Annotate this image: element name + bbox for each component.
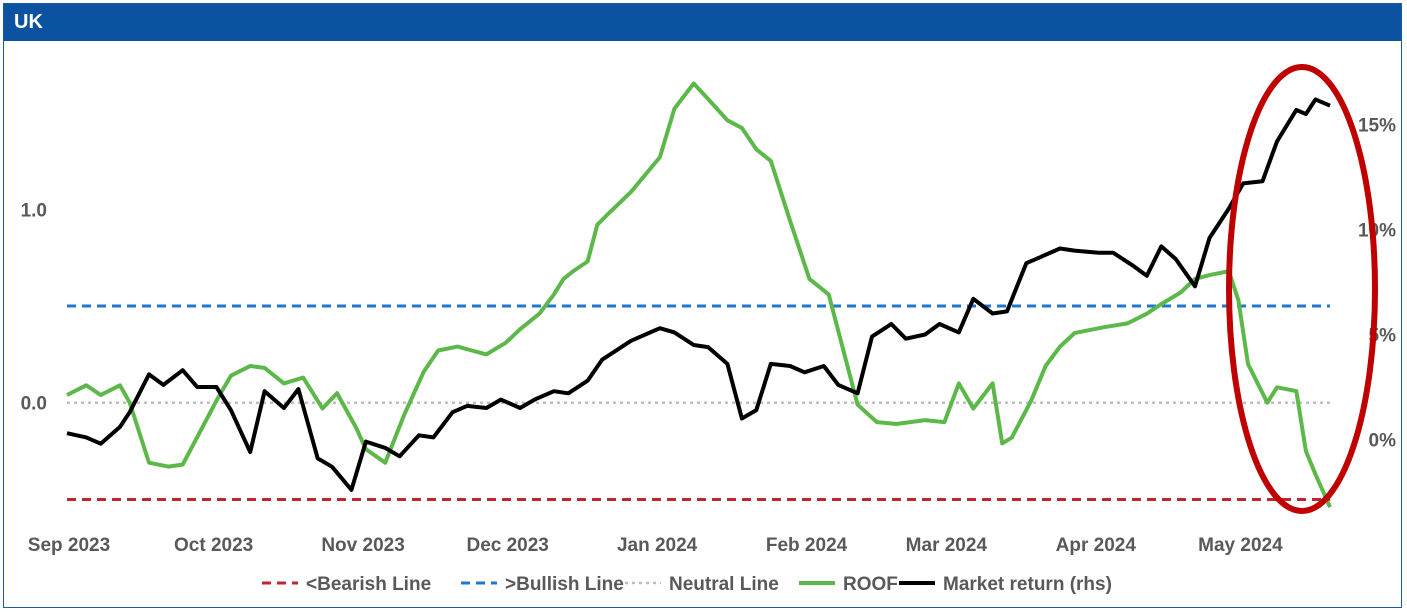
x-tick-label: Sep 2023 — [28, 535, 110, 556]
x-axis: Sep 2023 Oct 2023 Nov 2023 Dec 2023 Jan 2024… — [28, 535, 1283, 556]
x-tick-label: Apr 2024 — [1056, 535, 1137, 556]
legend-neutral-label: Neutral Line — [669, 574, 779, 595]
x-tick-label: May 2024 — [1198, 535, 1283, 556]
plot-area — [66, 81, 1332, 509]
legend-roof-label: ROOF — [843, 574, 898, 595]
roof-line — [66, 81, 1332, 509]
market-return-line — [66, 97, 1331, 492]
title-bar: UK — [4, 4, 1401, 41]
right-tick-label: 0% — [1369, 431, 1397, 452]
left-tick-label: 0.0 — [21, 394, 47, 415]
legend-bullish-label: >Bullish Line — [505, 574, 624, 595]
left-axis: 0.0 1.0 — [21, 200, 47, 414]
x-tick-label: Jan 2024 — [617, 535, 698, 556]
legend: <Bearish Line >Bullish Line Neutral Line RO… — [262, 574, 1112, 595]
chart-title: UK — [14, 11, 43, 33]
x-tick-label: Mar 2024 — [906, 535, 988, 556]
highlight-ellipse — [1226, 64, 1378, 514]
left-tick-label: 1.0 — [21, 200, 47, 221]
x-tick-label: Oct 2023 — [174, 535, 253, 556]
legend-bearish-label: <Bearish Line — [306, 574, 431, 595]
x-tick-label: Dec 2023 — [466, 535, 548, 556]
right-tick-label: 10% — [1358, 221, 1396, 242]
legend-market-return-label: Market return (rhs) — [943, 574, 1112, 595]
right-tick-label: 15% — [1358, 116, 1396, 137]
x-tick-label: Feb 2024 — [766, 535, 848, 556]
x-tick-label: Nov 2023 — [321, 535, 404, 556]
